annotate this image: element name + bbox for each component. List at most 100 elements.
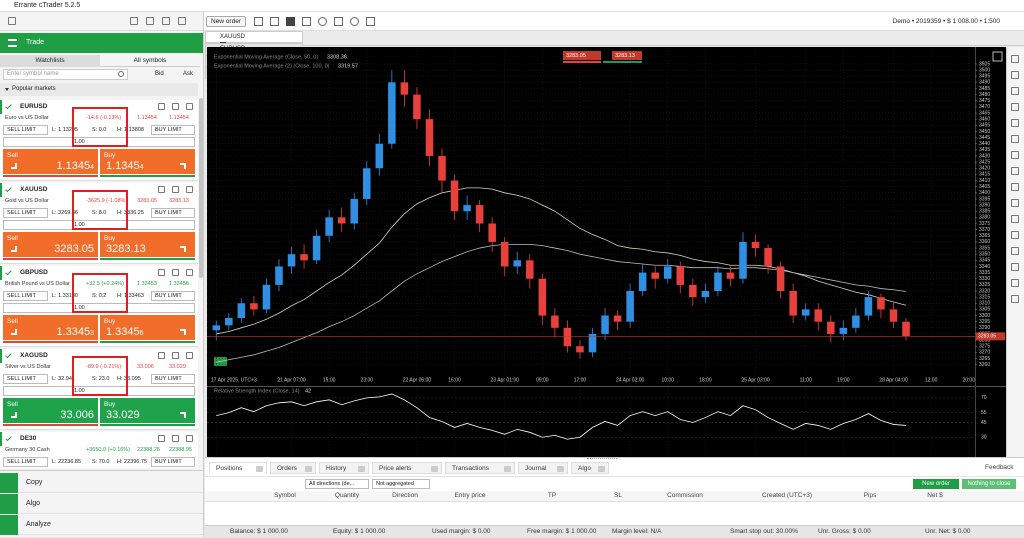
- resize-handle[interactable]: [587, 458, 617, 461]
- bottom-tab[interactable]: History: [319, 462, 369, 474]
- card-icon[interactable]: [158, 352, 165, 359]
- symbol-card[interactable]: XAUUSD Gold vs US Dollar -3625.9 (-1.08%) 3…: [0, 183, 198, 264]
- all-symbols-tab[interactable]: All symbols: [100, 55, 200, 67]
- column-header[interactable]: Commission: [667, 492, 703, 499]
- card-icon[interactable]: [186, 269, 193, 276]
- watchlists-tab[interactable]: Watchlists: [0, 55, 100, 67]
- tool-icon[interactable]: [146, 17, 154, 25]
- bottom-tab[interactable]: Algo: [571, 462, 609, 474]
- tool-icon[interactable]: [130, 17, 138, 25]
- buy-button[interactable]: Buy 33.029: [100, 398, 195, 423]
- bottom-tab[interactable]: Transactions: [445, 462, 515, 474]
- tool-icon[interactable]: [1011, 231, 1019, 239]
- buy-order-type[interactable]: BUY LIMIT: [151, 208, 195, 218]
- bottom-tab[interactable]: Journal: [518, 462, 568, 474]
- card-icon[interactable]: [158, 435, 165, 442]
- tool-icon[interactable]: [286, 17, 295, 26]
- tool-icon[interactable]: [178, 17, 186, 25]
- card-icon[interactable]: [172, 186, 179, 193]
- tool-icon[interactable]: [1011, 55, 1019, 63]
- buy-order-type[interactable]: BUY LIMIT: [151, 374, 195, 384]
- bottom-tab[interactable]: Positions: [209, 462, 267, 474]
- card-icon[interactable]: [186, 186, 193, 193]
- tool-icon[interactable]: [1011, 215, 1019, 223]
- tool-icon[interactable]: [1011, 71, 1019, 79]
- tool-icon[interactable]: [162, 17, 170, 25]
- card-icon[interactable]: [172, 269, 179, 276]
- menu-item[interactable]: Algo: [0, 494, 203, 514]
- sell-order-type[interactable]: SELL LIMIT: [3, 291, 48, 301]
- tool-icon[interactable]: [366, 17, 375, 26]
- trade-header[interactable]: Trade: [0, 33, 203, 53]
- tool-icon[interactable]: [1011, 199, 1019, 207]
- tool-icon[interactable]: [1011, 279, 1019, 287]
- buy-order-type[interactable]: BUY LIMIT: [151, 457, 195, 467]
- aggregation-filter[interactable]: Not aggregated: [372, 479, 430, 489]
- card-icon[interactable]: [172, 103, 179, 110]
- buy-button[interactable]: Buy 1.33456: [100, 315, 195, 340]
- symbol-card[interactable]: GBPUSD British Pound vs US Dollar +32.5 (+…: [0, 266, 198, 347]
- menu-item[interactable]: Copy: [0, 473, 203, 493]
- sell-button[interactable]: Sell 33.006: [3, 398, 98, 423]
- column-header[interactable]: Entry price: [454, 492, 486, 499]
- account-info[interactable]: Demo • 2019359 • $ 1 008.00 • 1:500: [892, 18, 1000, 25]
- buy-button[interactable]: Buy 3283.13: [100, 232, 195, 257]
- symbol-card[interactable]: EURUSD Euro vs US Dollar -14.6 (-0.13%) 1.1…: [0, 100, 198, 181]
- tool-icon[interactable]: [8, 17, 16, 25]
- sell-order-type[interactable]: SELL LIMIT: [3, 457, 48, 467]
- new-order-button[interactable]: New order: [913, 479, 959, 489]
- tool-icon[interactable]: [350, 17, 359, 26]
- buy-order-type[interactable]: BUY LIMIT: [151, 291, 195, 301]
- sell-button[interactable]: Sell 3283.05: [3, 232, 98, 257]
- buy-button[interactable]: Buy 1.13454: [100, 149, 195, 174]
- tool-icon[interactable]: [1011, 151, 1019, 159]
- bottom-tab[interactable]: Price alerts: [372, 462, 442, 474]
- tool-icon[interactable]: [270, 17, 279, 26]
- tool-icon[interactable]: [1011, 135, 1019, 143]
- card-icon[interactable]: [158, 103, 165, 110]
- new-order-button[interactable]: New order: [206, 16, 246, 27]
- menu-item[interactable]: Analyze: [0, 515, 203, 535]
- search-input[interactable]: Enter symbol name: [3, 69, 128, 80]
- tool-icon[interactable]: [254, 17, 263, 26]
- tool-icon[interactable]: [1011, 295, 1019, 303]
- direction-filter[interactable]: All directions (de...: [305, 479, 369, 489]
- column-header[interactable]: Direction: [392, 492, 418, 499]
- sell-button[interactable]: Sell 1.33453: [3, 315, 98, 340]
- tool-icon[interactable]: [1011, 183, 1019, 191]
- tool-icon[interactable]: [1011, 103, 1019, 111]
- card-icon[interactable]: [158, 186, 165, 193]
- sell-order-type[interactable]: SELL LIMIT: [3, 374, 48, 384]
- column-header[interactable]: SL: [614, 492, 622, 499]
- feedback-link[interactable]: Feedback: [985, 464, 1014, 471]
- group-header[interactable]: Popular markets: [0, 83, 198, 96]
- card-icon[interactable]: [158, 269, 165, 276]
- column-header[interactable]: Pips: [863, 492, 877, 499]
- card-icon[interactable]: [172, 435, 179, 442]
- tool-icon[interactable]: [302, 17, 311, 26]
- symbol-card[interactable]: DE30 Germany 30 Cash +3650.0 (+0.16%) 22388…: [0, 432, 198, 468]
- bottom-tab[interactable]: Orders: [270, 462, 316, 474]
- card-icon[interactable]: [172, 352, 179, 359]
- chart-icon[interactable]: [992, 51, 1003, 62]
- sell-button[interactable]: Sell 1.13454: [3, 149, 98, 174]
- column-header[interactable]: Created (UTC+3): [762, 492, 813, 499]
- close-button[interactable]: Nothing to close: [962, 479, 1016, 489]
- tool-icon[interactable]: [318, 17, 327, 26]
- card-icon[interactable]: [186, 103, 193, 110]
- tool-icon[interactable]: [1011, 87, 1019, 95]
- column-header[interactable]: Net $: [927, 492, 943, 499]
- sell-order-type[interactable]: SELL LIMIT: [3, 125, 48, 135]
- column-header[interactable]: Symbol: [274, 492, 296, 499]
- sell-order-type[interactable]: SELL LIMIT: [3, 208, 48, 218]
- card-icon[interactable]: [186, 435, 193, 442]
- tool-icon[interactable]: [1011, 119, 1019, 127]
- tool-icon[interactable]: [1011, 167, 1019, 175]
- column-header[interactable]: TP: [547, 492, 557, 499]
- buy-order-type[interactable]: BUY LIMIT: [151, 125, 195, 135]
- card-icon[interactable]: [186, 352, 193, 359]
- tool-icon[interactable]: [1011, 247, 1019, 255]
- symbol-card[interactable]: XAGUSD Silver vs US Dollar -89.9 (-0.21%) 3…: [0, 349, 198, 430]
- column-header[interactable]: Quantity: [334, 492, 360, 499]
- tool-icon[interactable]: [334, 17, 343, 26]
